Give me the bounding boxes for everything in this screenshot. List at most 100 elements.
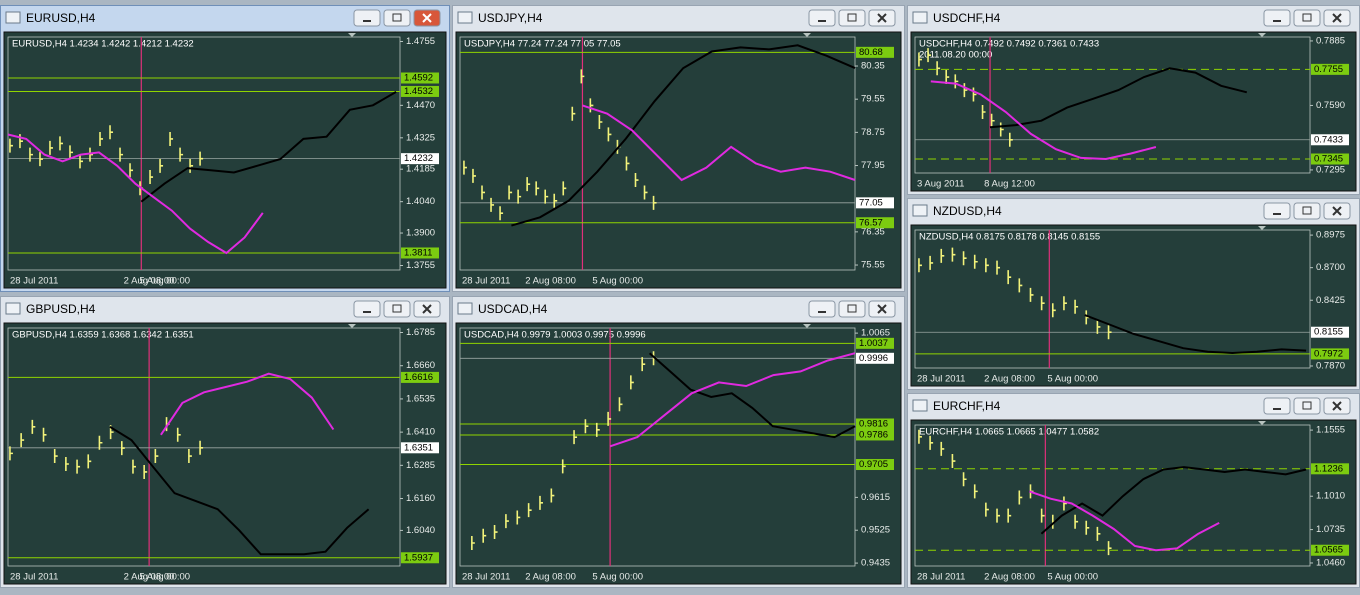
level-label: 1.0037 <box>859 338 888 349</box>
scroll-marker <box>803 33 811 37</box>
chart-area <box>455 322 902 585</box>
price-label: 1.6285 <box>406 460 435 471</box>
window-icon <box>912 11 928 24</box>
date-label: 5 Aug 00:00 <box>139 276 190 287</box>
price-bar <box>1107 325 1112 340</box>
restore-glyph <box>1302 13 1312 22</box>
price-label: 1.1010 <box>1316 491 1345 502</box>
price-bar <box>482 528 487 543</box>
level-label: 0.9705 <box>859 459 888 470</box>
restore-button[interactable] <box>1293 397 1321 415</box>
price-bar <box>1040 508 1045 523</box>
chart-area <box>3 31 447 289</box>
price-bar <box>973 254 978 269</box>
window-title: EURCHF,H4 <box>933 399 1001 413</box>
price-bar <box>625 156 630 171</box>
price-bar <box>505 514 509 529</box>
scroll-marker <box>348 33 356 37</box>
price-bar <box>120 441 125 456</box>
level-label: 1.3811 <box>404 247 432 258</box>
price-bar <box>99 131 104 146</box>
restore-button[interactable] <box>383 300 411 318</box>
restore-button[interactable] <box>1293 202 1321 220</box>
close-glyph <box>1332 401 1342 411</box>
date-label: 8 Aug 12:00 <box>984 179 1035 190</box>
minimize-button[interactable] <box>1263 202 1291 220</box>
price-bar <box>999 122 1004 137</box>
date-label: 28 Jul 2011 <box>917 572 965 583</box>
price-bar <box>1018 490 1023 505</box>
price-bar <box>493 525 498 540</box>
price-bar <box>76 459 81 474</box>
level-tag <box>1311 153 1349 165</box>
current-price-label: 0.9996 <box>859 353 888 364</box>
price-bar <box>508 185 513 200</box>
price-bar <box>972 87 977 102</box>
window-icon <box>5 11 21 24</box>
restore-button[interactable] <box>1293 9 1321 27</box>
minimize-glyph <box>1273 408 1281 410</box>
price-label: 1.4755 <box>406 36 435 47</box>
price-bar <box>490 197 495 212</box>
price-label: 0.8975 <box>1316 230 1345 241</box>
price-bar <box>618 397 623 412</box>
restore-button[interactable] <box>838 300 866 318</box>
price-label: 0.7885 <box>1316 35 1345 46</box>
restore-button[interactable] <box>383 9 411 27</box>
black-line <box>1084 314 1307 355</box>
date-label: 2 Aug 08:00 <box>124 572 175 583</box>
minimize-button[interactable] <box>353 300 381 318</box>
minimize-glyph <box>363 311 371 313</box>
price-bar <box>69 145 73 160</box>
price-bar <box>951 454 956 469</box>
price-bar <box>119 147 124 162</box>
price-bar <box>1074 299 1079 314</box>
level-label: 0.9786 <box>859 429 888 440</box>
price-bar <box>1007 508 1012 523</box>
date-label: 2 Aug 08:00 <box>984 374 1035 385</box>
price-bar <box>607 127 612 142</box>
price-bar <box>9 138 13 153</box>
date-label: 28 Jul 2011 <box>10 572 58 583</box>
level-tag <box>856 46 894 58</box>
chart-window: GBPUSD,H4 GBPUSD,H4 1.6359 1.6368 1.6342 … <box>0 296 450 588</box>
price-label: 1.1555 <box>1316 425 1345 436</box>
price-bar <box>149 170 154 185</box>
window-title: USDCAD,H4 <box>478 302 548 316</box>
restore-button[interactable] <box>838 9 866 27</box>
level-tag <box>401 371 439 383</box>
date-label: 5 Aug 00:00 <box>1047 374 1098 385</box>
price-label: 1.6785 <box>406 327 435 338</box>
black-line <box>109 425 370 556</box>
minimize-button[interactable] <box>353 9 381 27</box>
minimize-button[interactable] <box>808 9 836 27</box>
minimize-button[interactable] <box>1263 397 1291 415</box>
price-label: 1.6410 <box>406 427 435 438</box>
price-bar <box>652 195 657 210</box>
minimize-glyph <box>1273 213 1281 215</box>
price-bar <box>527 503 532 518</box>
chart-window: EURCHF,H4 EURCHF,H4 1.0665 1.0665 1.0477 … <box>907 393 1360 588</box>
price-label: 0.9615 <box>861 492 890 503</box>
price-bar <box>129 163 134 178</box>
chart-header: USDCAD,H4 0.9979 1.0003 0.9975 0.9996 <box>464 330 646 341</box>
minimize-button[interactable] <box>808 300 836 318</box>
level-label: 0.7755 <box>1314 64 1343 75</box>
window-title: USDCHF,H4 <box>933 11 1001 25</box>
minimize-button[interactable] <box>1263 9 1291 27</box>
level-label: 1.4592 <box>404 73 433 84</box>
price-label: 1.4040 <box>406 196 435 207</box>
plot-border <box>7 36 401 271</box>
price-bar <box>1107 541 1112 556</box>
price-bar <box>65 457 69 471</box>
price-bar <box>159 158 164 173</box>
price-bar <box>562 181 567 196</box>
plot-border <box>459 327 856 567</box>
restore-glyph <box>847 304 857 313</box>
window-icon <box>5 302 21 315</box>
current-price-tag <box>401 442 439 454</box>
price-bar <box>42 427 47 442</box>
chart-area <box>910 419 1357 585</box>
price-bar <box>1074 514 1079 529</box>
